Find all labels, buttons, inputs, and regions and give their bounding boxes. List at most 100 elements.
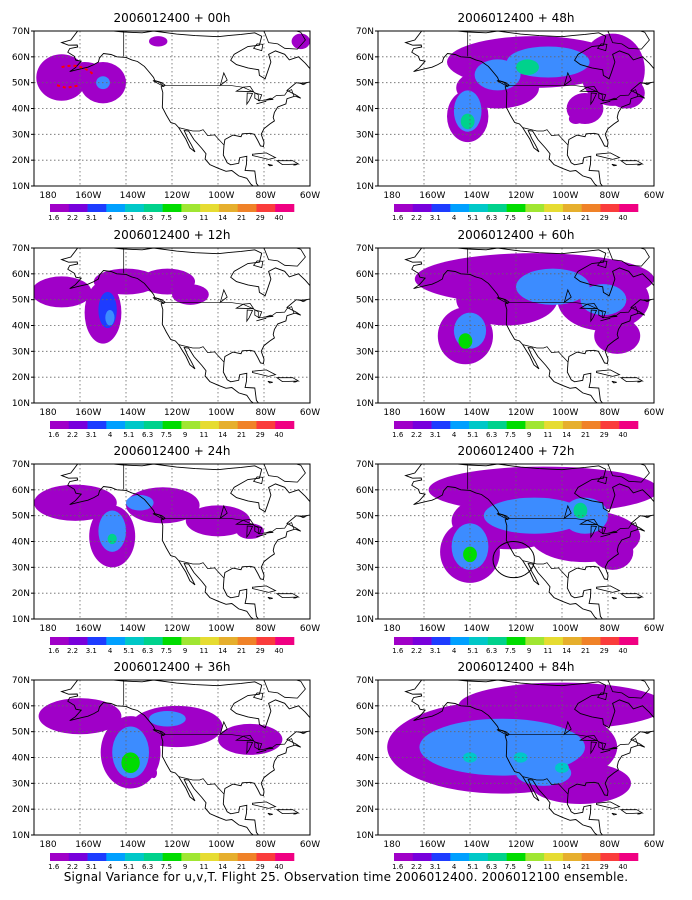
legend-swatch [143,637,163,645]
variance-region [516,268,590,305]
legend-swatch [431,204,451,212]
y-tick-label: 30N [356,130,374,140]
legend-label: 5.1 [467,431,478,439]
x-tick-label: 180 [39,191,56,201]
lake-outline [235,86,255,93]
island-outline [252,801,277,809]
legend-label: 14 [562,214,571,222]
legend-swatch [87,204,107,212]
legend-swatch [619,637,639,645]
legend-label: 21 [237,647,246,655]
lake-outline [563,288,572,304]
x-tick-label: 60W [300,624,320,634]
border-line [164,84,295,102]
flight-track [56,64,95,89]
legend-swatch [162,421,182,429]
y-tick-label: 70N [356,27,374,37]
legend-swatch [237,637,257,645]
legend-label: 29 [600,647,609,655]
border-line [522,127,569,146]
y-tick-label: 10N [356,615,374,625]
x-tick-label: 80W [255,624,275,634]
legend-swatch [275,204,295,212]
x-tick-label: 80W [255,840,275,850]
x-tick-label: 120W [508,191,534,201]
legend-swatch [562,421,582,429]
island-outline [496,80,509,88]
island-outline [267,163,273,167]
y-tick-label: 60N [12,486,30,496]
border-line [178,560,225,579]
x-tick-label: 120W [164,408,190,418]
island-outline [596,369,621,377]
legend-label: 14 [562,647,571,655]
legend-label: 3.1 [86,431,97,439]
island-outline [611,163,617,167]
legend-swatch [125,204,145,212]
y-tick-label: 30N [12,130,30,140]
lake-outline [600,749,611,754]
y-tick-label: 60N [12,702,30,712]
legend-swatch [525,853,545,861]
y-tick-label: 10N [12,831,30,841]
border-line [178,127,225,146]
legend-label: 6.3 [486,863,497,871]
legend-label: 3.1 [430,214,441,222]
legend-swatch [581,637,601,645]
x-tick-label: 180 [39,624,56,634]
island-outline [619,377,644,383]
lake-outline [219,288,228,304]
x-tick-label: 120W [164,191,190,201]
island-outline [293,812,298,815]
legend-label: 29 [256,214,265,222]
x-tick-label: 160W [419,624,445,634]
legend-label: 5.1 [123,863,134,871]
island-outline [643,299,651,303]
legend-label: 1.6 [392,431,404,439]
lake-outline [579,86,599,93]
legend-label: 7.5 [161,431,172,439]
legend-swatch [544,421,564,429]
y-tick-label: 30N [12,779,30,789]
legend-swatch [162,637,182,645]
legend-swatch [394,204,414,212]
legend-label: 11 [543,214,552,222]
legend-swatch [200,421,220,429]
legend-swatch [162,204,182,212]
x-tick-label: 180 [39,840,56,850]
x-tick-label: 160W [75,840,101,850]
legend-label: 21 [581,647,590,655]
border-line [178,776,225,795]
island-outline [152,297,165,305]
y-tick-label: 30N [12,347,30,357]
legend-swatch [506,853,526,861]
legend-label: 2.2 [67,647,78,655]
variance-region [460,113,475,130]
island-outline [619,809,644,815]
legend-swatch [181,637,201,645]
legend-swatch [562,637,582,645]
legend-swatch [200,853,220,861]
legend-label: 6.3 [142,431,153,439]
x-tick-label: 60W [644,840,664,850]
x-tick-label: 100W [208,840,234,850]
y-tick-label: 60N [12,270,30,280]
legend-label: 6.3 [142,647,153,655]
x-tick-label: 140W [464,408,490,418]
legend-swatch [256,204,276,212]
y-tick-label: 30N [12,563,30,573]
legend-label: 3.1 [86,647,97,655]
island-outline [643,515,651,519]
island-outline [596,43,608,52]
y-tick-label: 40N [356,754,374,764]
island-outline [637,163,642,166]
x-tick-label: 60W [300,191,320,201]
legend-label: 11 [543,647,552,655]
lake-outline [590,92,598,106]
legend-label: 9 [183,647,187,655]
legend-label: 3.1 [86,214,97,222]
legend-label: 7.5 [505,647,516,655]
legend-swatch [600,853,620,861]
legend-label: 9 [527,647,531,655]
